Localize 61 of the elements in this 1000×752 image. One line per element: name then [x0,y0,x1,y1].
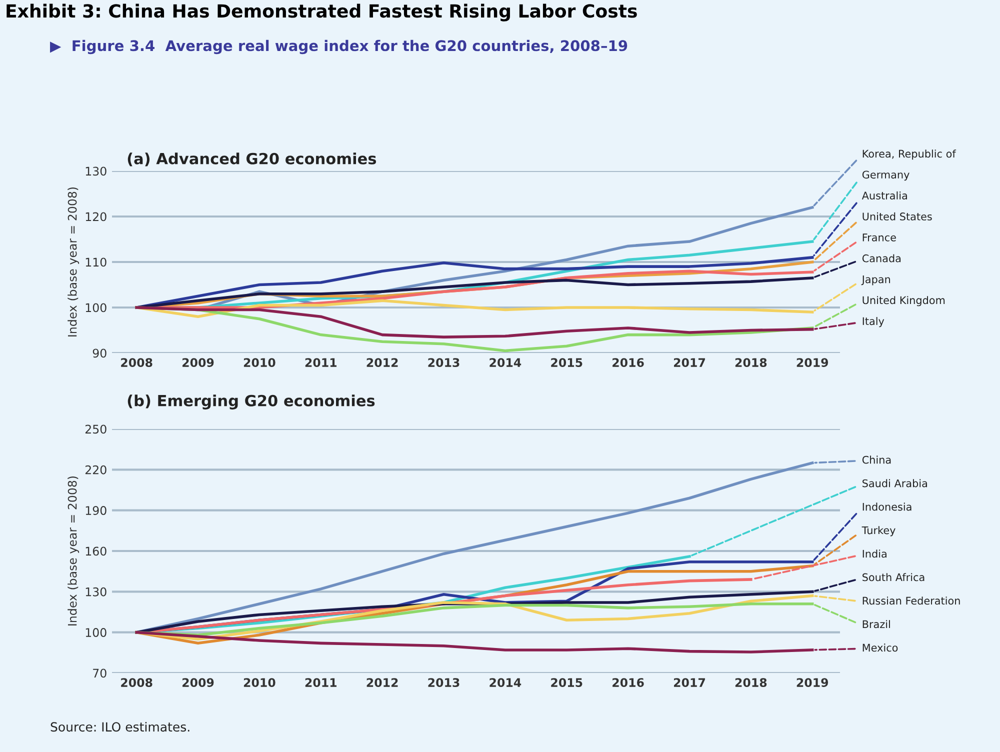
text: Canada [862,254,901,262]
y-tick-label: 250 [85,424,106,434]
chart-title: (b) Emerging G20 economies [128,394,375,410]
text: Indonesia [862,502,912,511]
text: Exhibit 3: China Has Demonstrated Fastest Rising Labor Costs [6,4,637,22]
x-tick-label: 2012 [366,358,398,367]
x-tick-label: 2012 [366,678,398,687]
chart-title: (a) Advanced G20 economies [128,152,376,166]
text: Brazil [862,620,890,628]
x-tick-label: 2016 [612,678,644,687]
x-tick-label: 2018 [735,358,767,367]
text: United Kingdom [862,296,945,306]
text: ▶ Figure 3.4 Average real wage index for the G20 countries, 2008–19 [50,40,628,54]
text: Japan [861,275,890,286]
text: Germany [862,170,910,181]
x-tick-label: 2017 [674,358,705,367]
x-tick-label: 2013 [428,678,460,687]
x-tick-label: 2010 [244,678,276,687]
x-tick-label: 2011 [305,358,336,367]
x-tick-label: 2016 [612,358,644,367]
legend-label: China [862,456,891,464]
x-tick-label: 2008 [121,678,152,687]
y-tick-label: 130 [86,587,106,596]
x-tick-label: 2019 [796,678,828,687]
y-tick-label: 100 [86,628,106,637]
text: Turkey [862,526,896,536]
text: United States [862,212,932,220]
y-axis-title: Index (base year = 2008) [68,187,80,336]
x-tick-label: 2014 [490,678,522,687]
text: Saudi Arabia [862,479,927,488]
legend-label: Russian Federation [862,596,960,605]
legend-label: Mexico [862,644,898,652]
x-tick-label: 2018 [735,678,767,687]
text: France [862,234,896,242]
x-tick-label: 2011 [305,678,336,687]
y-tick-label: 130 [86,166,106,176]
y-tick-label: 90 [92,348,106,358]
x-tick-label: 2015 [551,358,582,367]
y-tick-label: 160 [86,546,106,556]
x-tick-label: 2008 [121,358,152,367]
x-tick-label: 2013 [428,358,460,367]
x-tick-label: 2014 [490,358,522,367]
x-tick-label: 2010 [244,358,276,367]
y-tick-label: 70 [93,668,106,678]
y-axis-title: Index (base year = 2008) [68,476,80,626]
x-tick-label: 2017 [674,678,705,687]
y-tick-label: 120 [86,212,106,222]
text: South Africa [862,573,924,582]
y-tick-label: 220 [85,465,106,474]
legend-label: Italy [862,317,884,328]
text: Australia [862,191,907,200]
x-tick-label: 2009 [182,358,214,367]
text: India [862,550,886,558]
x-tick-label: 2015 [551,678,582,687]
y-tick-label: 100 [86,303,106,312]
text: Korea, Republic of [862,150,956,160]
y-tick-label: 110 [86,258,106,267]
y-tick-label: 190 [86,506,106,515]
x-tick-label: 2009 [182,678,214,687]
source-note: Source: ILO estimates. [50,722,190,732]
x-tick-label: 2019 [796,358,828,367]
